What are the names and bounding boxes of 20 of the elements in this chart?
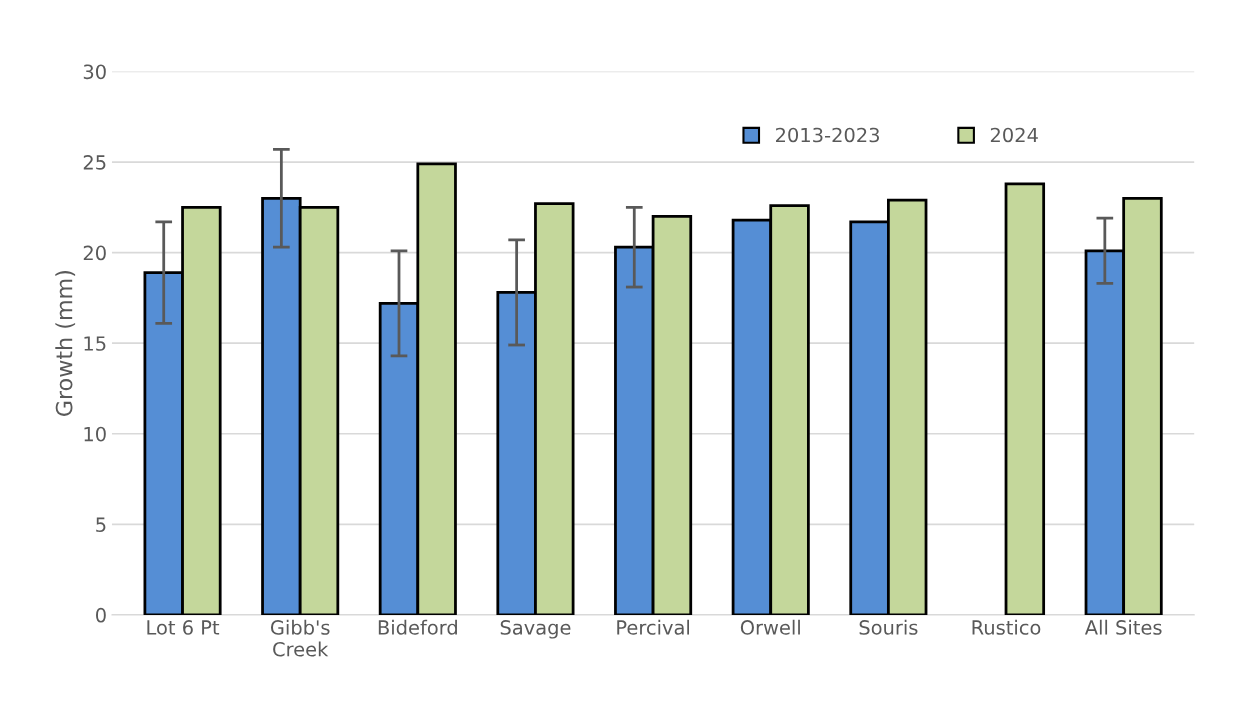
- x-tick-label: Lot 6 Pt: [147, 620, 220, 635]
- x-tick-label: Percival: [617, 619, 690, 635]
- x-tick-label: Bideford: [378, 619, 457, 635]
- bar: [1004, 182, 1046, 615]
- y-tick-label: 25: [83, 155, 106, 170]
- y-axis-title: Growth (mm): [55, 271, 76, 417]
- x-tick-label: Rustico: [972, 619, 1041, 635]
- legend-label: 2013-2023: [776, 127, 879, 143]
- legend-label: 2024: [990, 127, 1038, 143]
- x-tick-label: Gibb's Creek: [270, 619, 330, 657]
- y-tick-label: 10: [84, 426, 106, 442]
- y-tick-label: 15: [84, 336, 106, 351]
- x-tick-label: Orwell: [740, 619, 800, 635]
- y-tick-label: 5: [96, 517, 106, 532]
- x-tick-label: Souris: [859, 619, 918, 635]
- y-tick-label: 20: [83, 245, 106, 261]
- x-tick-label: All Sites: [1084, 619, 1162, 635]
- x-tick-label: Savage: [500, 620, 571, 639]
- y-tick-label: 0: [96, 607, 106, 623]
- y-tick-label: 30: [83, 64, 106, 80]
